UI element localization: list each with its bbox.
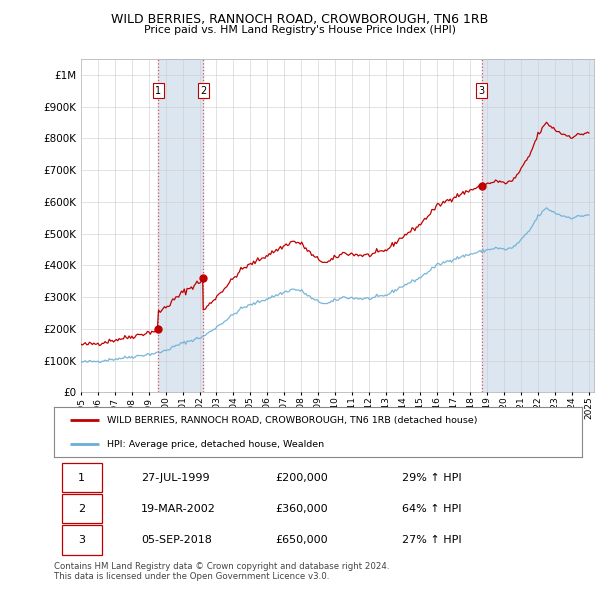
FancyBboxPatch shape xyxy=(62,463,101,492)
Text: £650,000: £650,000 xyxy=(276,535,328,545)
Text: 19-MAR-2002: 19-MAR-2002 xyxy=(141,504,216,514)
Text: 3: 3 xyxy=(479,86,485,96)
Text: 29% ↑ HPI: 29% ↑ HPI xyxy=(403,473,462,483)
Text: 05-SEP-2018: 05-SEP-2018 xyxy=(141,535,212,545)
Text: 2: 2 xyxy=(78,504,85,514)
FancyBboxPatch shape xyxy=(62,494,101,523)
Text: Price paid vs. HM Land Registry's House Price Index (HPI): Price paid vs. HM Land Registry's House … xyxy=(144,25,456,35)
Text: 27-JUL-1999: 27-JUL-1999 xyxy=(141,473,210,483)
Text: £200,000: £200,000 xyxy=(276,473,329,483)
Text: HPI: Average price, detached house, Wealden: HPI: Average price, detached house, Weal… xyxy=(107,440,324,449)
Text: 2: 2 xyxy=(200,86,206,96)
Text: Contains HM Land Registry data © Crown copyright and database right 2024.: Contains HM Land Registry data © Crown c… xyxy=(54,562,389,571)
Bar xyxy=(158,59,203,392)
Text: 1: 1 xyxy=(78,473,85,483)
Text: 1: 1 xyxy=(155,86,161,96)
FancyBboxPatch shape xyxy=(62,526,101,555)
Bar xyxy=(482,59,594,392)
Text: 27% ↑ HPI: 27% ↑ HPI xyxy=(403,535,462,545)
Text: 64% ↑ HPI: 64% ↑ HPI xyxy=(403,504,462,514)
Text: £360,000: £360,000 xyxy=(276,504,328,514)
Text: WILD BERRIES, RANNOCH ROAD, CROWBOROUGH, TN6 1RB: WILD BERRIES, RANNOCH ROAD, CROWBOROUGH,… xyxy=(112,13,488,26)
Text: This data is licensed under the Open Government Licence v3.0.: This data is licensed under the Open Gov… xyxy=(54,572,329,581)
Text: 3: 3 xyxy=(78,535,85,545)
Text: WILD BERRIES, RANNOCH ROAD, CROWBOROUGH, TN6 1RB (detached house): WILD BERRIES, RANNOCH ROAD, CROWBOROUGH,… xyxy=(107,415,478,425)
